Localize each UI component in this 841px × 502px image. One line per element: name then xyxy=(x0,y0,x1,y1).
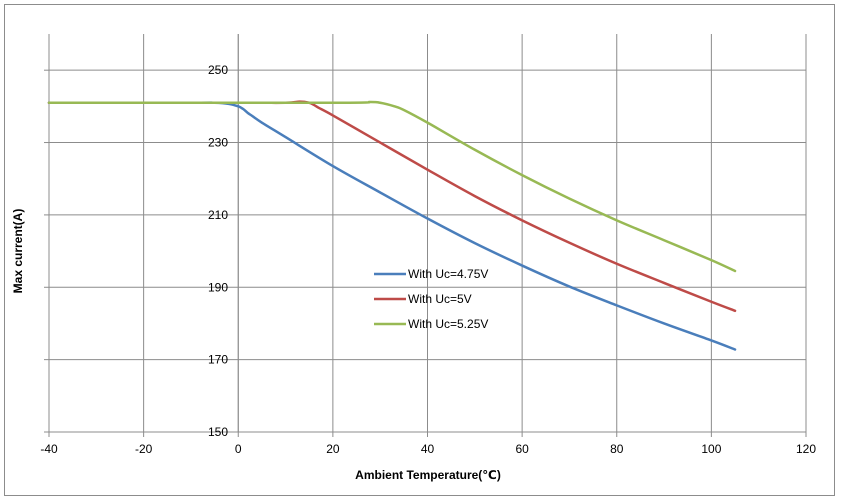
chart-frame xyxy=(4,4,835,496)
y-tick-label: 190 xyxy=(208,280,228,294)
y-tick-label: 170 xyxy=(208,353,228,367)
series-line-3 xyxy=(47,100,737,273)
x-tick-labels: -40 -20 0 20 40 60 80 100 120 xyxy=(40,442,816,456)
series-lines xyxy=(47,100,737,351)
grid-lines xyxy=(48,34,807,437)
x-tick-label: 0 xyxy=(235,442,242,456)
legend-label-2: With Uc=5V xyxy=(408,292,472,306)
y-tick-label: 150 xyxy=(208,425,228,439)
y-tick-label: 230 xyxy=(208,136,228,150)
axes xyxy=(44,34,806,433)
y-tick-label: 250 xyxy=(208,63,228,77)
legend-label-3: With Uc=5.25V xyxy=(408,317,488,331)
x-tick-label: 60 xyxy=(515,442,529,456)
x-tick-label: 80 xyxy=(610,442,624,456)
x-tick-label: 100 xyxy=(701,442,721,456)
x-axis-title: Ambient Temperature(℃) xyxy=(355,468,501,482)
y-axis-title: Max current(A) xyxy=(11,209,25,294)
series-line-2 xyxy=(47,100,737,313)
legend-label-1: With Uc=4.75V xyxy=(408,267,488,281)
y-tick-label: 210 xyxy=(208,208,228,222)
x-tick-label: 40 xyxy=(421,442,435,456)
x-tick-label: 20 xyxy=(326,442,340,456)
x-tick-label: 120 xyxy=(796,442,816,456)
y-tick-labels: 150 170 190 210 230 250 xyxy=(208,63,228,439)
x-tick-label: -20 xyxy=(135,442,153,456)
legend: With Uc=4.75V With Uc=5V With Uc=5.25V xyxy=(374,267,488,331)
x-tick-label: -40 xyxy=(40,442,58,456)
